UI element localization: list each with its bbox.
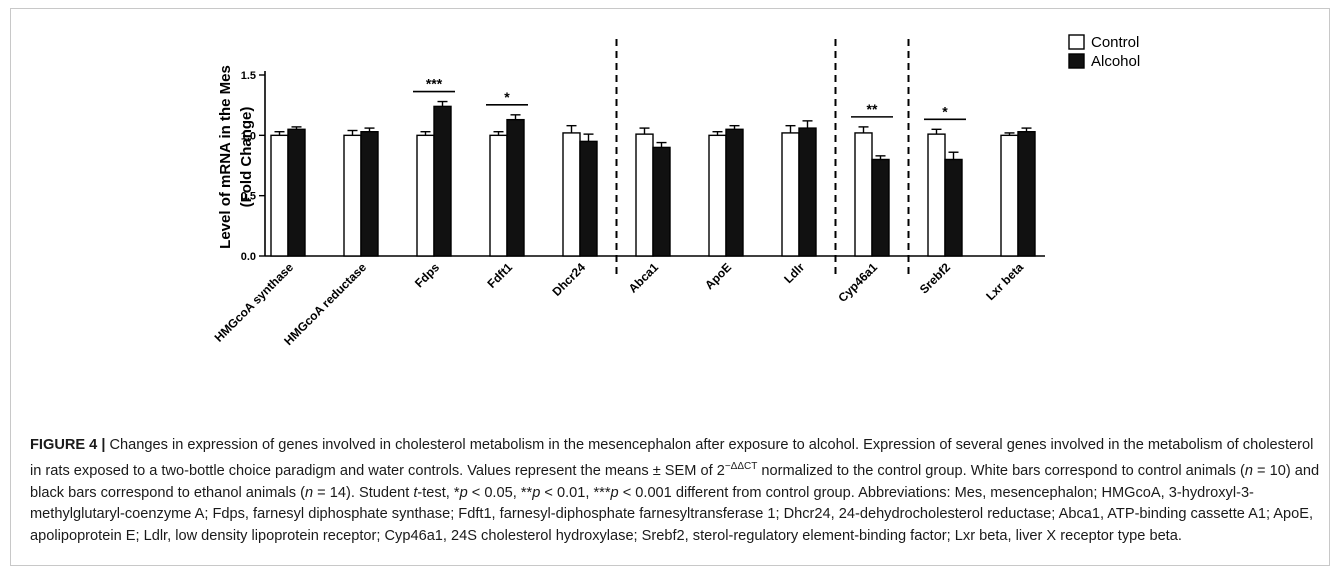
figure-panel: 0.0 0.5 1.0 1.5 Level of mRNA in the Mes (Fol… [10, 8, 1330, 566]
y-axis-label: (Fold Change) [238, 107, 255, 208]
bar-control-1 [343, 134, 362, 257]
bar-control-2 [416, 134, 435, 257]
x-tick-label: Lxr beta [983, 260, 1026, 303]
bar-alcohol-9 [944, 158, 963, 257]
bar-alcohol-4 [579, 140, 598, 257]
bar-alcohol-8 [871, 158, 890, 257]
y-tick-label: 1.0 [241, 130, 256, 142]
chart-svg: 0.0 0.5 1.0 1.5 Level of mRNA in the Mes (Fol… [212, 34, 1141, 348]
x-tick-label: ApoE [702, 260, 734, 292]
legend-label-alcohol: Alcohol [1091, 53, 1140, 70]
figure-caption: FIGURE 4 | Changes in expression of gene… [30, 435, 1320, 547]
bar-control-0 [270, 134, 289, 257]
x-tick-label: Srebf2 [917, 260, 954, 297]
y-tick-label: 0.5 [241, 191, 256, 203]
x-tick-label: HMGcoA reductase [281, 260, 369, 348]
significance-label: * [942, 103, 948, 119]
x-tick-label: Dhcr24 [549, 260, 588, 299]
bar-control-9 [927, 133, 946, 257]
y-tick-label: 1.5 [241, 70, 256, 82]
x-tick-label: HMGcoA synthase [212, 260, 297, 345]
bar-alcohol-5 [652, 146, 671, 257]
bar-control-6 [708, 134, 727, 257]
bar-control-8 [854, 132, 873, 257]
bar-alcohol-1 [360, 131, 379, 257]
figure-label: FIGURE 4 | [30, 437, 106, 453]
y-axis-label: Level of mRNA in the Mes [217, 65, 234, 249]
significance-label: * [504, 89, 510, 105]
bar-alcohol-2 [433, 105, 452, 257]
bar-alcohol-3 [506, 118, 525, 257]
legend-swatch-control [1068, 34, 1085, 50]
caption-text: Changes in expression of genes involved … [30, 437, 1320, 544]
legend-label-control: Control [1091, 34, 1139, 51]
x-tick-label: Ldlr [781, 260, 807, 286]
x-tick-label: Fdps [412, 260, 442, 290]
significance-label: ** [867, 101, 878, 117]
x-tick-label: Cyp46a1 [835, 260, 880, 305]
bar-control-4 [562, 132, 581, 257]
bar-alcohol-6 [725, 128, 744, 257]
x-tick-label: Abca1 [626, 260, 662, 296]
bar-alcohol-0 [287, 128, 306, 257]
bar-alcohol-7 [798, 127, 817, 257]
y-tick-label: 0.0 [241, 251, 256, 263]
bar-control-3 [489, 134, 508, 257]
bar-chart: 0.0 0.5 1.0 1.5 Level of mRNA in the Mes (Fol… [11, 9, 1331, 419]
bar-control-7 [781, 132, 800, 257]
bar-alcohol-10 [1017, 131, 1036, 257]
bar-control-5 [635, 133, 654, 257]
x-tick-label: Fdft1 [484, 260, 515, 291]
legend-swatch-alcohol [1068, 53, 1085, 69]
bar-control-10 [1000, 134, 1019, 257]
significance-label: *** [426, 76, 443, 92]
